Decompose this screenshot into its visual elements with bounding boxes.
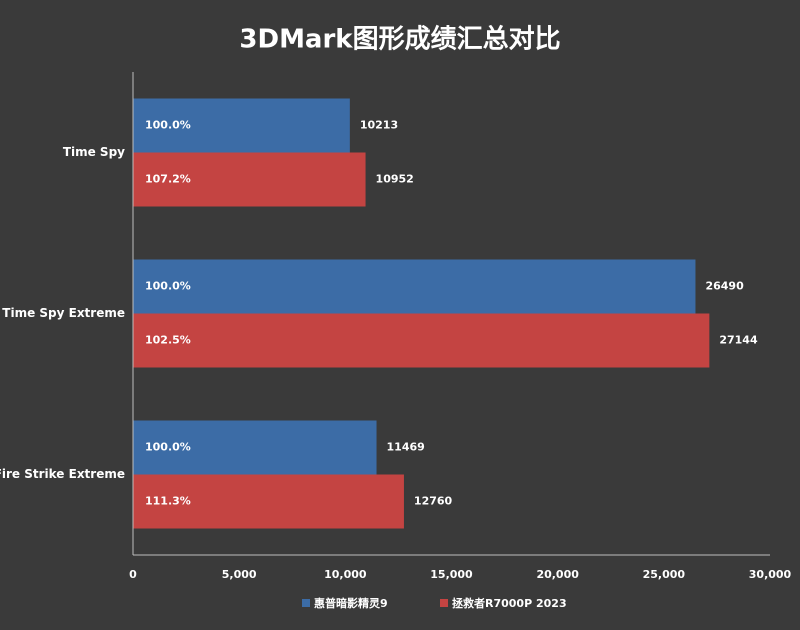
x-tick-label: 25,000 xyxy=(643,568,686,581)
ratio-label: 102.5% xyxy=(145,334,191,347)
legend-swatch xyxy=(440,599,448,607)
x-tick-label: 20,000 xyxy=(536,568,579,581)
bar xyxy=(133,98,350,153)
ratio-label: 100.0% xyxy=(145,119,191,132)
bar xyxy=(133,313,710,368)
bar xyxy=(133,474,404,529)
value-label: 10952 xyxy=(376,173,414,186)
value-label: 11469 xyxy=(387,441,425,454)
chart-title: 3DMark图形成绩汇总对比 xyxy=(239,25,560,55)
value-label: 27144 xyxy=(719,334,758,347)
ratio-label: 111.3% xyxy=(145,495,191,508)
legend-swatch xyxy=(302,599,310,607)
bar xyxy=(133,420,377,475)
bar xyxy=(133,152,366,207)
ratio-label: 100.0% xyxy=(145,280,191,293)
value-label: 26490 xyxy=(705,280,744,293)
x-tick-label: 10,000 xyxy=(324,568,367,581)
ratio-label: 107.2% xyxy=(145,173,191,186)
value-label: 12760 xyxy=(414,495,453,508)
x-tick-label: 0 xyxy=(129,568,137,581)
x-tick-label: 30,000 xyxy=(749,568,792,581)
bar xyxy=(133,259,696,314)
value-label: 10213 xyxy=(360,119,398,132)
category-label: Time Spy Extreme xyxy=(2,306,125,320)
category-label: Fire Strike Extreme xyxy=(0,467,125,481)
ratio-label: 100.0% xyxy=(145,441,191,454)
category-label: Time Spy xyxy=(63,145,125,159)
x-tick-label: 15,000 xyxy=(430,568,473,581)
legend-label: 惠普暗影精灵9 xyxy=(314,596,388,610)
legend-label: 拯救者R7000P 2023 xyxy=(452,596,567,610)
x-tick-label: 5,000 xyxy=(222,568,257,581)
